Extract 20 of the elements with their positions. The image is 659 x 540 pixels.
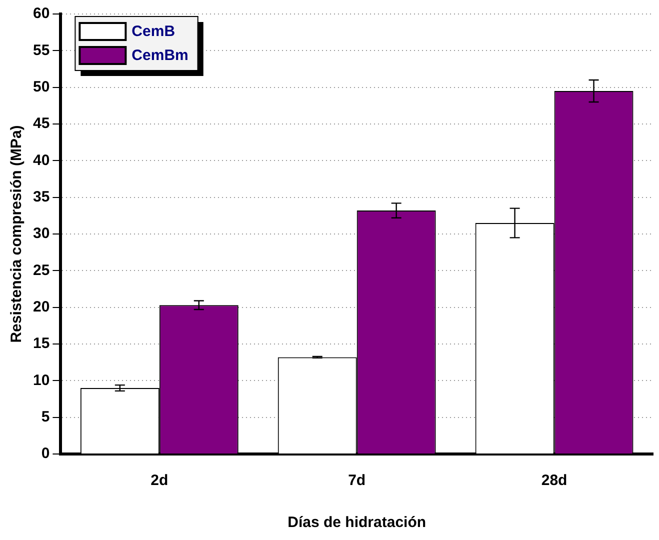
y-axis-title: Resistencia compresión (MPa): [8, 125, 26, 343]
y-tick-label: 20: [32, 298, 50, 316]
y-tick-label: 35: [32, 188, 50, 206]
y-tick-label: 40: [32, 152, 50, 169]
y-tick-label: 60: [32, 5, 50, 22]
y-tick-label: 50: [32, 78, 50, 96]
y-tick-label: 5: [41, 408, 50, 426]
y-tick-label: 15: [32, 335, 50, 352]
y-tick-label: 25: [32, 262, 50, 279]
x-tick-label: 7d: [348, 472, 366, 490]
y-tick-label: 0: [41, 445, 50, 462]
y-tick-label: 55: [32, 42, 50, 59]
x-tick-label: 28d: [541, 472, 568, 490]
y-tick-label: 10: [32, 372, 50, 389]
legend-label: CemBm: [132, 47, 188, 64]
legend-label: CemB: [132, 23, 176, 40]
x-axis-title: Días de hidratación: [288, 514, 426, 532]
x-tick-label: 2d: [150, 472, 168, 490]
y-tick-label: 30: [32, 225, 50, 242]
y-tick-label: 45: [32, 115, 50, 132]
